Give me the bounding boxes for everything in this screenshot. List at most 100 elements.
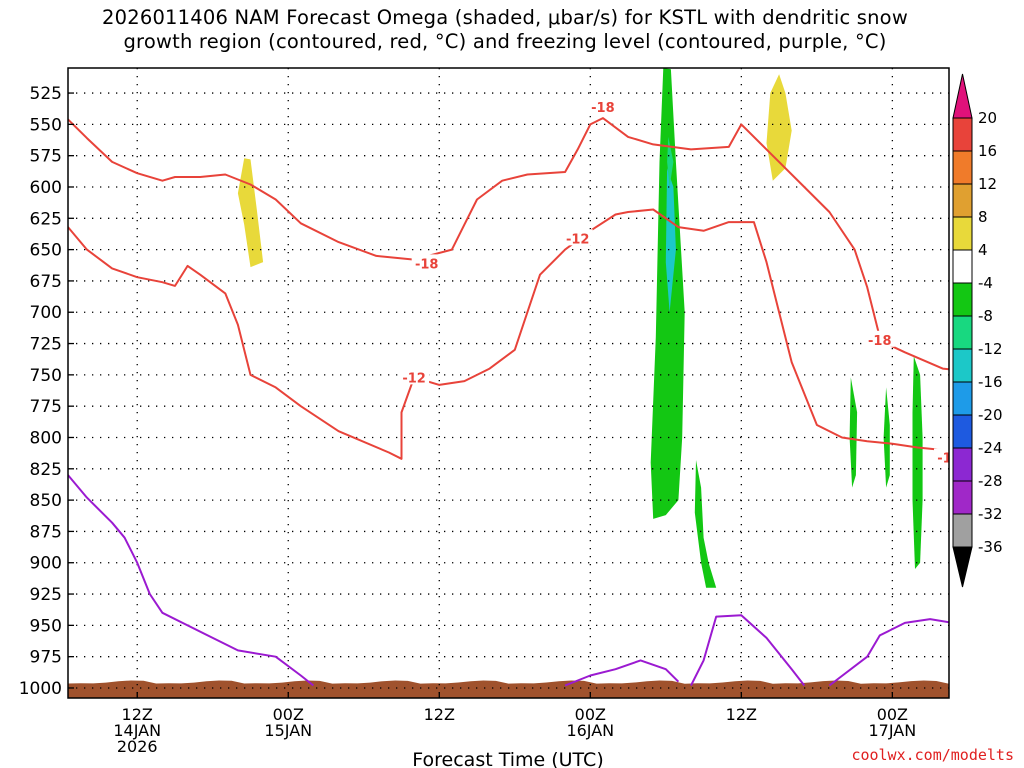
contour-line-5 — [828, 618, 949, 687]
colorbar-segment-6 — [952, 315, 973, 350]
grid-dots — [68, 68, 949, 698]
y-tick-label-900: 900 — [30, 554, 62, 574]
colorbar-segment-3 — [952, 216, 973, 251]
colorbar-label-3: 8 — [978, 208, 988, 226]
x-axis-label: Forecast Time (UTC) — [412, 749, 603, 768]
omega-region-6 — [912, 356, 923, 569]
colorbar-label-13: -36 — [978, 538, 1003, 556]
x-tick-label-36-0: 12Z — [424, 705, 455, 724]
contour-line-3 — [564, 659, 680, 687]
x-tick-label-72-0: 00Z — [877, 705, 908, 724]
y-axis: 525 550 575 600 625 650 675 700 725 750 775 800 825 8… — [19, 84, 74, 699]
x-tick-label-24-0: 00Z — [273, 705, 304, 724]
colorbar-label-12: -32 — [978, 505, 1003, 523]
colorbar-segment-4 — [952, 249, 973, 284]
omega-region-2 — [650, 68, 685, 519]
contour-label-bg-3 — [399, 368, 430, 385]
y-tick-label-675: 675 — [30, 272, 62, 292]
y-tick-label-525: 525 — [30, 84, 62, 104]
contour-label-1: -18 — [415, 257, 439, 272]
terrain-mask — [68, 680, 949, 698]
contour-line-1 — [68, 208, 949, 460]
colorbar-segment-7 — [952, 348, 973, 383]
colorbar-segment-10 — [952, 447, 973, 482]
x-tick-label-60-0: 12Z — [726, 705, 757, 724]
y-tick-label-750: 750 — [30, 366, 62, 386]
colorbar-label-9: -20 — [978, 406, 1003, 424]
y-tick-label-800: 800 — [30, 428, 62, 448]
omega-region-0 — [237, 158, 264, 268]
contour-label-2: -12 — [566, 232, 590, 247]
y-tick-label-700: 700 — [30, 303, 62, 323]
y-tick-label-1000: 1000 — [19, 679, 62, 699]
x-tick-label-12-1: 14JAN — [113, 721, 161, 740]
colorbar-segment-8 — [952, 381, 973, 416]
contour-line-4 — [690, 614, 806, 687]
colorbar-label-6: -8 — [978, 307, 993, 325]
contour-label-bg-5 — [934, 448, 949, 465]
omega-region-7 — [849, 377, 858, 488]
y-tick-label-725: 725 — [30, 335, 62, 355]
y-tick-label-825: 825 — [30, 460, 62, 480]
colorbar-label-7: -12 — [978, 340, 1003, 358]
x-tick-label-72-1: 17JAN — [869, 721, 917, 740]
y-tick-label-875: 875 — [30, 522, 62, 542]
contour-line-2 — [68, 474, 315, 687]
colorbar-segment-5 — [952, 282, 973, 317]
y-tick-label-650: 650 — [30, 241, 62, 261]
chart-title-line2: growth region (contoured, red, °C) and f… — [123, 30, 887, 53]
colorbar-label-11: -28 — [978, 472, 1003, 490]
x-tick-label-12-2: 2026 — [117, 737, 158, 756]
omega-region-4 — [667, 136, 674, 187]
x-tick-label-48-0: 00Z — [575, 705, 606, 724]
contour-label-5: -12 — [937, 452, 961, 467]
omega-region-5 — [694, 460, 717, 588]
chart-title: 2026011406 NAM Forecast Omega (shaded, μ… — [0, 6, 1010, 54]
colorbar-label-4: 4 — [978, 241, 988, 259]
colorbar-label-8: -16 — [978, 373, 1003, 391]
chart-title-line1: 2026011406 NAM Forecast Omega (shaded, μ… — [102, 6, 908, 29]
colorbar-segment-9 — [952, 414, 973, 449]
colorbar-segment-0 — [952, 117, 973, 152]
y-tick-label-600: 600 — [30, 178, 62, 198]
contour-label-bg-0 — [587, 97, 618, 114]
x-tick-label-24-1: 15JAN — [264, 721, 312, 740]
colorbar-label-2: 12 — [978, 175, 997, 193]
colorbar-label-0: 20 — [978, 109, 997, 127]
omega-region-8 — [883, 387, 890, 488]
colorbar: 20 16 12 8 4 -4 -8 -12 -16 -20 -24 -28 -32 -36 — [952, 73, 1003, 588]
contour-line-0 — [68, 117, 949, 371]
omega-shading — [237, 68, 997, 588]
contour-lines — [68, 117, 949, 687]
colorbar-segment-2 — [952, 183, 973, 218]
y-tick-label-975: 975 — [30, 648, 62, 668]
colorbar-segment-1 — [952, 150, 973, 185]
omega-region-1 — [766, 74, 792, 181]
x-tick-label-48-1: 16JAN — [566, 721, 614, 740]
y-tick-label-575: 575 — [30, 147, 62, 167]
colorbar-under-arrow — [952, 546, 973, 588]
y-tick-label-550: 550 — [30, 115, 62, 135]
colorbar-segment-11 — [952, 480, 973, 515]
omega-region-3 — [665, 168, 676, 313]
colorbar-label-5: -4 — [978, 274, 993, 292]
y-tick-label-925: 925 — [30, 585, 62, 605]
y-tick-label-625: 625 — [30, 209, 62, 229]
y-tick-label-950: 950 — [30, 616, 62, 636]
colorbar-label-1: 16 — [978, 142, 997, 160]
colorbar-label-10: -24 — [978, 439, 1003, 457]
contour-label-0: -18 — [591, 101, 615, 116]
omega-region-11 — [984, 450, 997, 550]
contour-label-4: -18 — [868, 334, 892, 349]
contour-label-3: -12 — [402, 371, 426, 386]
y-tick-label-850: 850 — [30, 491, 62, 511]
terrain-fill — [68, 680, 949, 698]
contour-labels: -18 -18 -12 -12 -18 -12 — [399, 97, 961, 467]
plot-frame — [67, 67, 950, 699]
contour-label-bg-2 — [562, 229, 593, 246]
y-tick-label-775: 775 — [30, 397, 62, 417]
contour-label-bg-4 — [864, 330, 895, 347]
colorbar-over-arrow — [952, 73, 973, 119]
